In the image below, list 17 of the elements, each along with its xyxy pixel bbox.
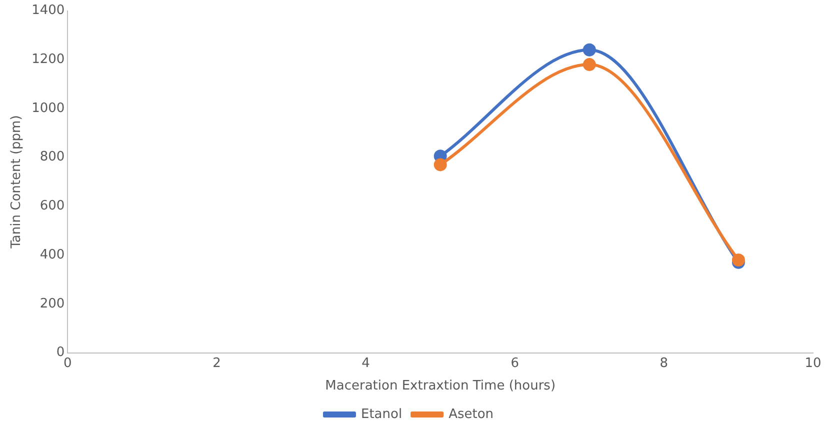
x-tick-label: 2 <box>212 356 221 371</box>
legend-label: Aseton <box>448 406 494 422</box>
x-axis-title: Maceration Extraxtion Time (hours) <box>325 378 556 394</box>
legend-label: Etanol <box>360 406 402 422</box>
x-tick-label: 6 <box>510 356 520 371</box>
y-tick-label: 0 <box>56 345 65 360</box>
y-tick-label: 1000 <box>32 100 65 116</box>
y-tick-label: 200 <box>40 296 65 312</box>
y-tick-label: 1400 <box>32 3 65 18</box>
y-axis-title: Tanin Content (ppm) <box>9 115 24 250</box>
x-tick-label: 4 <box>362 356 370 371</box>
x-tick-label: 8 <box>660 356 668 371</box>
y-tick-label: 400 <box>40 247 65 262</box>
x-tick-label: 10 <box>804 356 822 371</box>
y-tick-label: 600 <box>40 198 65 214</box>
y-tick-label: 1200 <box>32 52 65 68</box>
y-tick-label: 800 <box>40 150 65 165</box>
